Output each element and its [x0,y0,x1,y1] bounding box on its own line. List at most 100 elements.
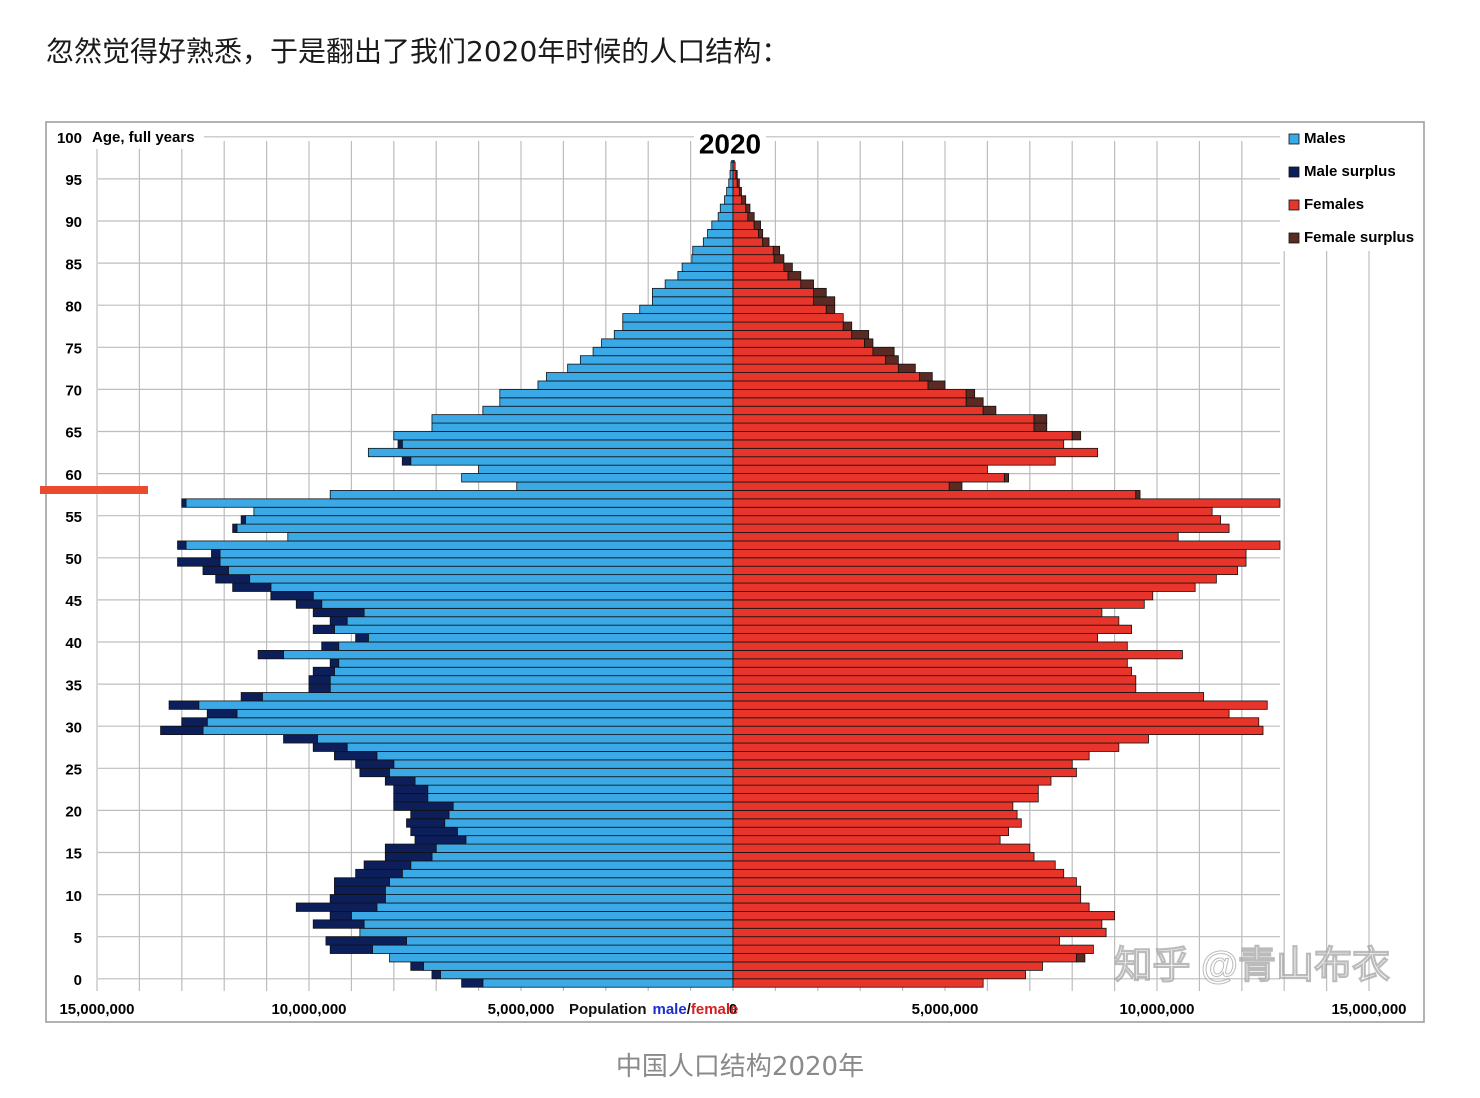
female-bar [732,708,1230,719]
female-bar [732,540,1281,550]
female-bar [732,658,1128,668]
male-bar [393,431,734,441]
female-bar [732,936,1060,946]
female-surplus-bar [747,212,755,222]
male-bar [202,725,734,736]
female-bar [732,650,1183,660]
header-text: 忽然觉得好熟悉，于是翻出了我们2020年时候的人口结构： [46,35,790,68]
male-surplus-bar [181,498,187,508]
y-tick-label: 95 [65,172,82,189]
female-bar [732,271,789,281]
y-axis-label: Age, full years [92,129,195,146]
male-bar [350,911,734,921]
female-bar [732,692,1205,702]
female-bar [732,607,1103,618]
y-tick-label: 55 [65,509,82,526]
male-surplus-bar [410,826,458,837]
male-bar [724,195,734,205]
female-bar [732,532,1179,542]
male-surplus-bar [329,658,340,668]
y-tick-label: 60 [65,467,82,484]
y-tick-label: 0 [74,972,82,989]
male-bar [376,902,734,912]
female-surplus-bar [825,304,836,315]
female-bar [732,868,1065,879]
x-tick-label: 0 [729,1001,737,1018]
female-bar [732,304,827,315]
female-bar [732,927,1107,938]
female-bar [732,346,874,357]
female-bar [732,734,1149,744]
male-bar [478,464,734,474]
male-bar [482,978,734,988]
male-surplus-bar [359,767,390,778]
male-bar [613,330,734,340]
male-surplus-bar [329,894,386,904]
female-bar [732,902,1090,912]
x-tick-label: 15,000,000 [59,1001,134,1018]
male-bar [261,692,734,702]
female-surplus-bar [885,355,899,365]
male-bar [219,557,734,567]
male-bar [592,346,734,357]
male-surplus-bar [181,717,208,727]
female-bar [732,464,988,474]
male-bar [244,515,734,525]
male-surplus-bar [295,599,323,609]
female-surplus-bar [745,203,751,213]
male-surplus-bar [384,843,437,853]
female-bar [732,372,920,382]
female-bar [732,969,1026,980]
male-surplus-bar [334,877,390,887]
female-bar [732,675,1137,685]
male-surplus-bar [160,725,204,736]
male-bar [448,809,734,820]
male-bar [346,742,734,752]
male-bar [677,271,734,281]
male-bar [427,793,734,803]
female-surplus-bar [735,170,738,180]
female-surplus-bar [982,405,997,416]
female-bar [732,254,775,264]
male-bar [206,717,734,727]
female-surplus-bar [864,338,874,348]
female-bar [732,456,1056,466]
male-bar [579,355,734,365]
female-bar [732,439,1065,449]
male-bar [389,877,734,887]
male-bar [702,237,734,247]
male-surplus-bar [308,683,331,693]
y-tick-label: 90 [65,214,82,231]
y-tick-label: 20 [65,804,82,821]
male-bar [219,548,734,559]
male-bar [435,843,734,853]
female-surplus-bar [851,330,870,340]
male-surplus-bar [329,944,374,954]
male-surplus-bar [410,961,424,971]
male-bar [427,784,734,794]
female-bar [732,725,1264,736]
male-bar [639,304,734,315]
male-bar [401,868,734,879]
female-surplus-bar [842,321,853,331]
female-bar [732,447,1099,458]
male-bar [334,624,734,634]
male-bar [236,708,734,719]
male-surplus-bar [355,868,403,879]
female-bar [732,338,865,348]
y-tick-label: 25 [65,761,82,778]
male-bar [389,767,734,778]
y-tick-label: 5 [74,930,82,947]
female-bar [732,170,737,180]
male-surplus-bar [393,801,454,811]
female-bar [732,852,1035,862]
male-bar [185,540,734,550]
female-bar [732,944,1094,954]
y-tick-label: 85 [65,256,82,273]
male-bar [317,734,734,744]
y-label-bg [88,127,204,149]
legend-swatch [1288,166,1300,178]
male-surplus-bar [312,919,365,929]
y-tick-label: 65 [65,425,82,442]
male-bar [664,279,734,289]
